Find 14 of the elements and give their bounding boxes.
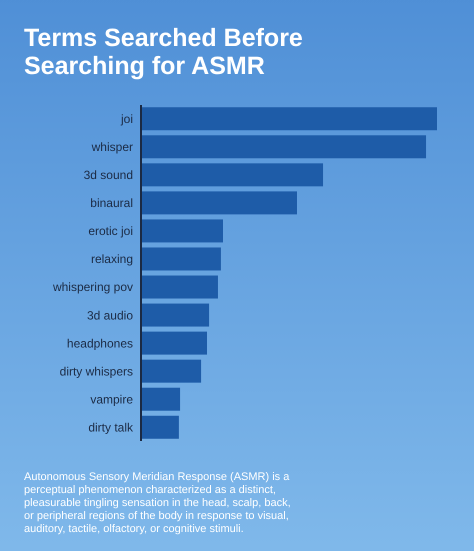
chart-title: Terms Searched Before Searching for ASMR [24, 24, 303, 80]
y-tick-label: vampire [90, 392, 134, 406]
y-tick-label: dirty talk [88, 420, 134, 434]
y-tick-label: headphones [66, 336, 133, 350]
y-tick-label: erotic joi [88, 224, 133, 238]
y-tick-label: joi [120, 112, 133, 126]
y-tick-label: whispering pov [52, 280, 133, 294]
text: Autonomous Sensory Meridian Response (ASMR) is a perceptual phenomenon characterized as a distinct, pleasurable tingling sensation in the head, scalp, back, or peripheral regions of the body in response to visual, auditory, tactile, olfactory, or cognitive stimuli. [24, 471, 291, 535]
y-tick-label: binaural [90, 196, 133, 210]
y-tick-label: 3d sound [84, 168, 133, 182]
y-tick-label: relaxing [90, 252, 133, 266]
y-tick-label: 3d audio [86, 308, 134, 322]
y-tick-label: whisper [90, 140, 133, 154]
y-tick-label: dirty whispers [60, 364, 133, 378]
